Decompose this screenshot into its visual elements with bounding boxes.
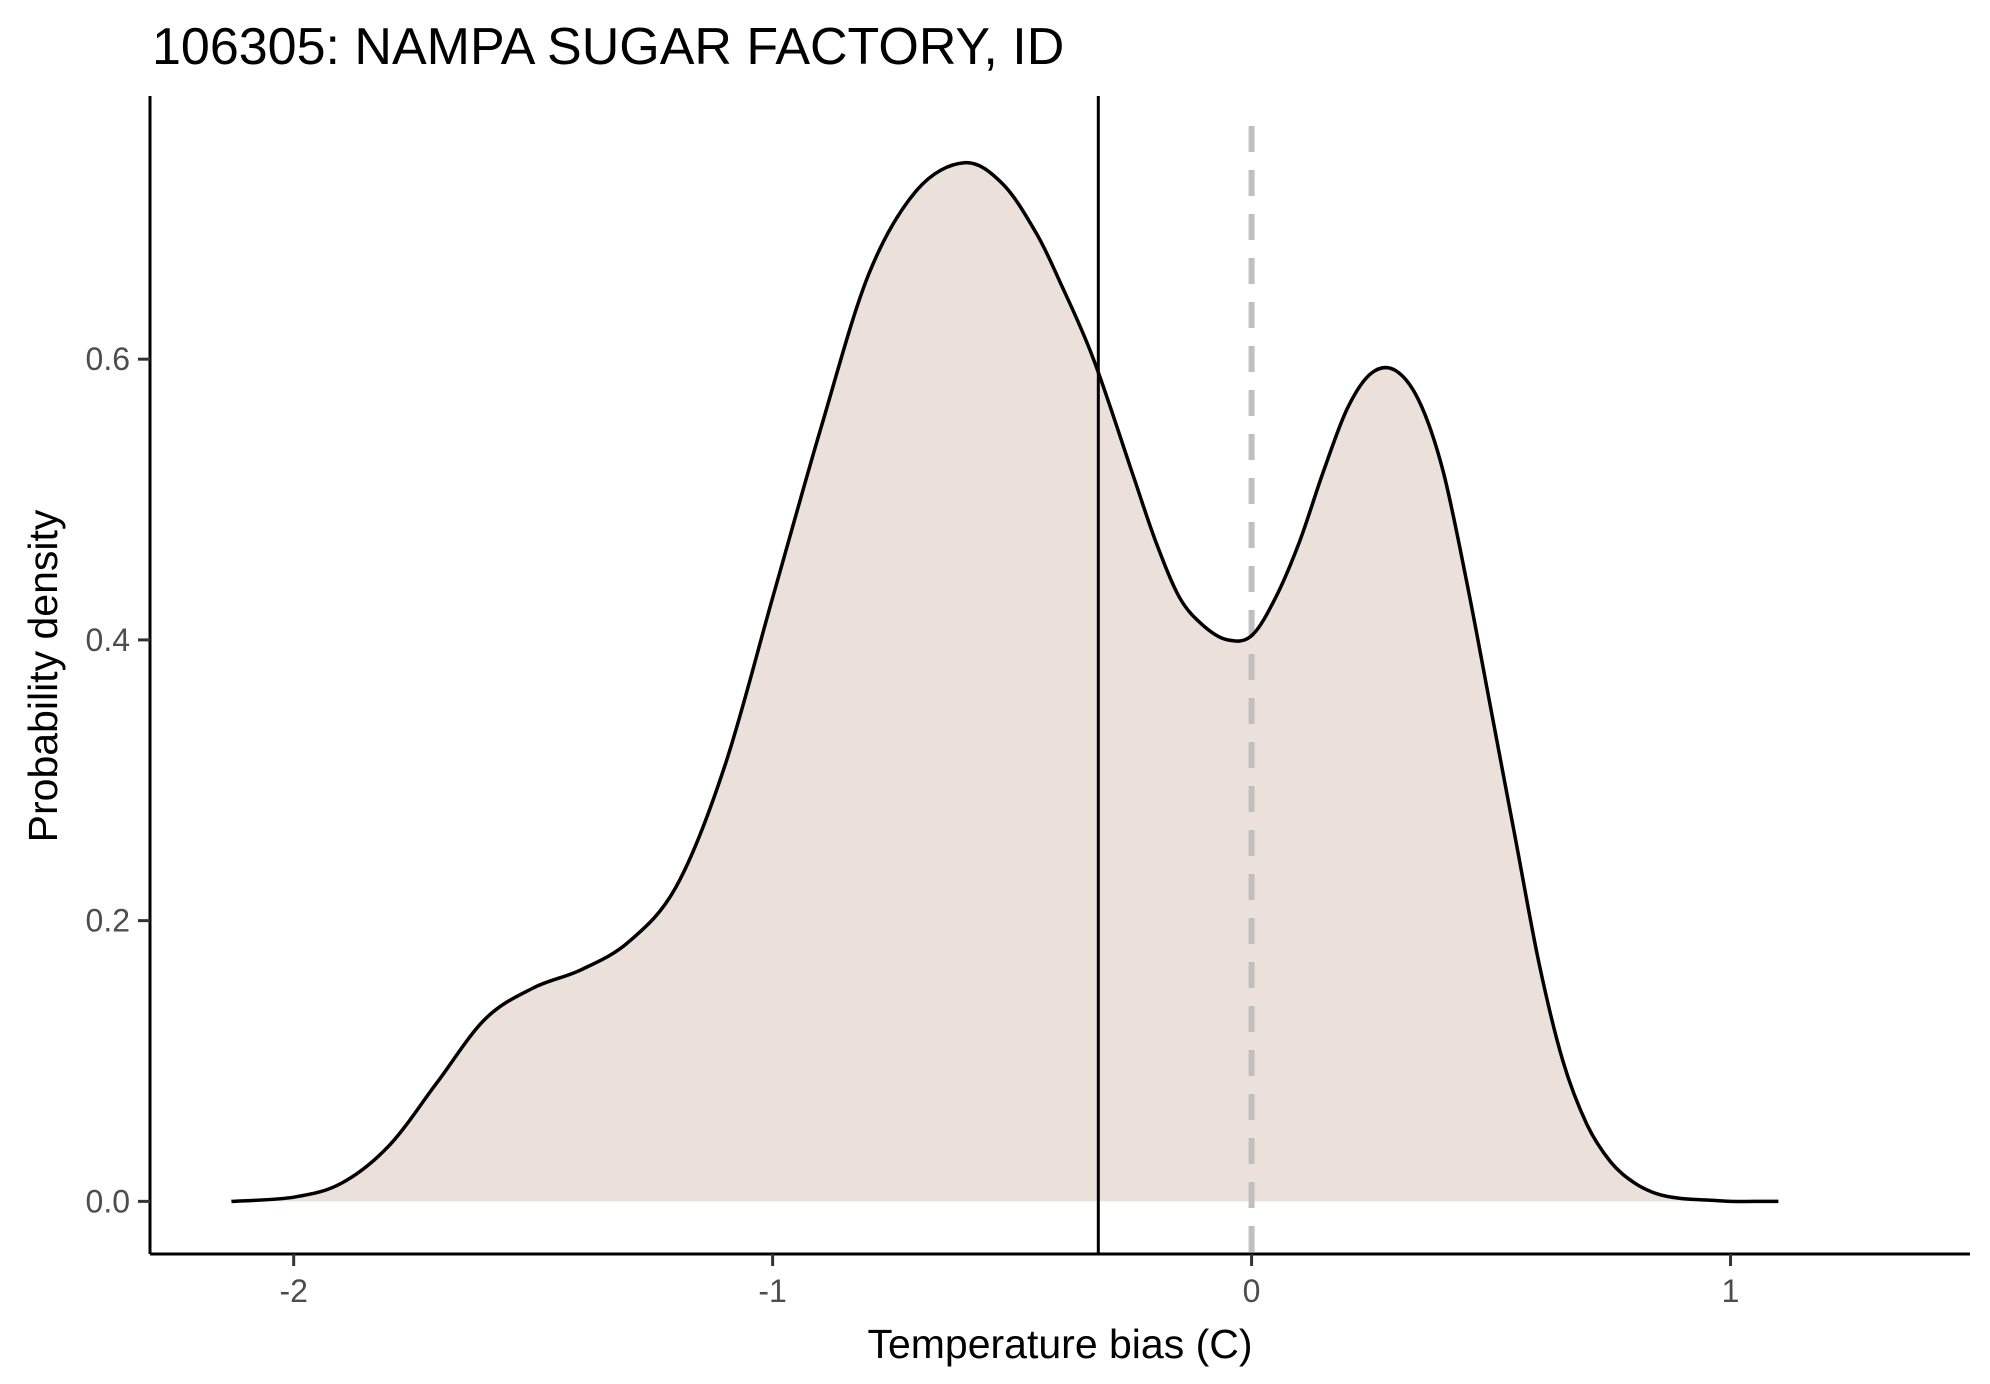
y-tick-label: 0.4 <box>86 622 130 658</box>
x-axis-ticks: -2 -1 0 1 <box>279 1254 1739 1309</box>
y-axis-ticks: 0.0 0.2 0.4 0.6 <box>86 341 150 1219</box>
x-tick-label: -2 <box>279 1273 307 1309</box>
density-curve <box>231 160 1779 1204</box>
x-tick-label: 1 <box>1722 1273 1740 1309</box>
y-axis-title: Probability density <box>20 509 66 842</box>
y-tick-label: 0.6 <box>86 341 130 377</box>
x-axis-title: Temperature bias (C) <box>867 1321 1252 1367</box>
density-area-fill <box>231 162 1779 1202</box>
chart-title: 106305: NAMPA SUGAR FACTORY, ID <box>152 18 1064 76</box>
x-tick-label: 0 <box>1243 1273 1261 1309</box>
x-tick-label: -1 <box>758 1273 786 1309</box>
y-tick-label: 0.0 <box>86 1183 130 1219</box>
plot-area <box>231 96 1779 1254</box>
y-tick-label: 0.2 <box>86 903 130 939</box>
